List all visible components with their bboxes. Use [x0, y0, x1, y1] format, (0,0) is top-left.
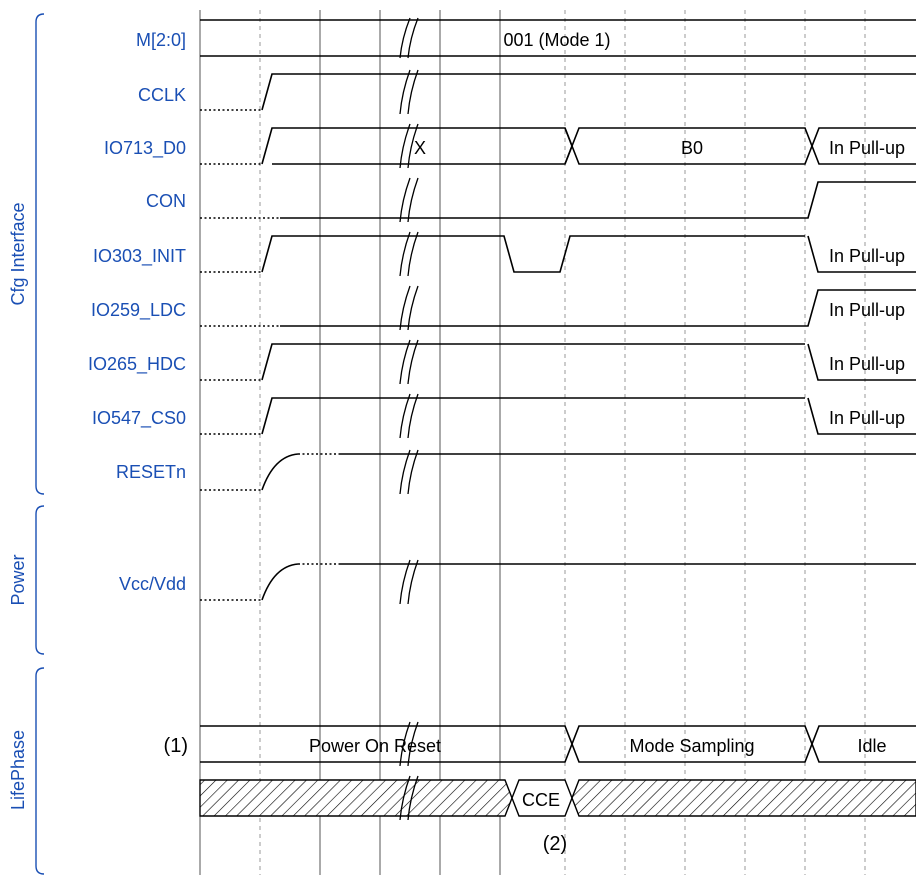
io713-pullup-label: In Pull-up — [829, 138, 905, 158]
signal-label-io259-ldc: IO259_LDC — [91, 300, 186, 321]
waveform-io259-ldc: In Pull-up — [200, 289, 916, 327]
phase-mode-sampling: Mode Sampling — [629, 736, 754, 756]
waveform-vcc-vdd — [200, 563, 916, 601]
group-label-power: Power — [8, 554, 28, 605]
io713-x-label: X — [414, 138, 426, 158]
signal-label-io265-hdc: IO265_HDC — [88, 354, 186, 375]
group-braces — [35, 13, 45, 875]
phase-idle: Idle — [857, 736, 886, 756]
waveform-con — [200, 181, 916, 219]
marker-2: (2) — [543, 833, 567, 855]
time-break-marks — [399, 17, 419, 821]
signal-label-io713-d0: IO713_D0 — [104, 138, 186, 159]
signal-label-io303-init: IO303_INIT — [93, 246, 186, 267]
io259-pullup-label: In Pull-up — [829, 300, 905, 320]
waveform-io303-init: In Pull-up — [200, 235, 916, 273]
signal-label-io547-cs0: IO547_CS0 — [92, 408, 186, 429]
group-label-lifephase: LifePhase — [8, 730, 28, 810]
lifephase-phases: (1) Power On Reset Mode Sampling Idle — [164, 725, 916, 763]
signal-label-m: M[2:0] — [136, 30, 186, 50]
io713-b0-label: B0 — [681, 138, 703, 158]
waveform-io713-d0: X B0 In Pull-up — [200, 127, 916, 165]
signal-label-cclk: CCLK — [138, 85, 186, 105]
waveform-cclk — [200, 73, 916, 111]
lifephase-cce: CCE (2) — [199, 779, 916, 855]
waveform-io265-hdc: In Pull-up — [200, 343, 916, 381]
group-label-cfg-interface: Cfg Interface — [8, 202, 28, 305]
signal-label-resetn: RESETn — [116, 462, 186, 482]
m-value-label: 001 (Mode 1) — [503, 30, 610, 50]
io303-pullup-label: In Pull-up — [829, 246, 905, 266]
waveform-io547-cs0: In Pull-up — [200, 397, 916, 435]
waveform-m: 001 (Mode 1) — [200, 19, 916, 57]
io547-pullup-label: In Pull-up — [829, 408, 905, 428]
grid — [199, 10, 866, 875]
marker-1: (1) — [164, 735, 188, 757]
signal-label-con: CON — [146, 191, 186, 211]
phase-power-on-reset: Power On Reset — [309, 736, 441, 756]
io265-pullup-label: In Pull-up — [829, 354, 905, 374]
phase-cce: CCE — [522, 790, 560, 810]
signal-label-vcc-vdd: Vcc/Vdd — [119, 574, 186, 594]
waveform-resetn — [200, 453, 916, 491]
